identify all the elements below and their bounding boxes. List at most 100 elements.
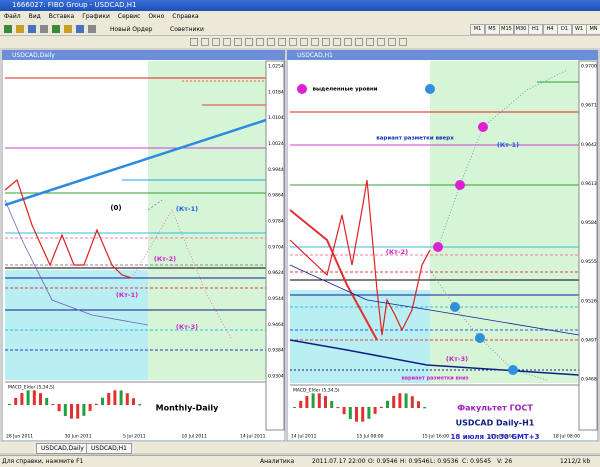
- macd-bar: [311, 393, 315, 408]
- tool-icon[interactable]: [300, 38, 308, 46]
- annotation: 18 июля 10:30 GMT+3: [451, 433, 540, 441]
- tool-icon[interactable]: [399, 38, 407, 46]
- menu-item[interactable]: Графики: [82, 13, 110, 20]
- macd-bar: [88, 404, 92, 411]
- menu-item[interactable]: Файл: [4, 13, 21, 20]
- tool-icon[interactable]: [333, 38, 341, 46]
- price-label: 0.9584: [581, 220, 597, 226]
- level-marker: [455, 180, 465, 190]
- tool-icon[interactable]: [52, 25, 60, 33]
- tool-icon[interactable]: [289, 38, 297, 46]
- indicator-label: MACD_Elder (5,34,5): [293, 388, 340, 394]
- tool-icon[interactable]: [344, 38, 352, 46]
- timeframe-button[interactable]: M1: [470, 24, 485, 35]
- macd-bar: [39, 393, 42, 405]
- menu-item[interactable]: Сервис: [117, 13, 141, 20]
- macd-bar: [336, 407, 340, 409]
- timeframe-button[interactable]: MN: [586, 24, 600, 35]
- macd-bar: [101, 397, 104, 405]
- menu-item[interactable]: Окно: [148, 13, 165, 20]
- macd-bar: [293, 407, 296, 408]
- target-zone: [148, 61, 266, 380]
- level-marker: [450, 302, 460, 312]
- tool-icon[interactable]: [40, 25, 48, 33]
- target-zone: [430, 61, 579, 383]
- menu-bar: Файл Вид Вставка Графики Сервис Окно Справка: [0, 11, 600, 22]
- price-line: [147, 199, 163, 211]
- tool-icon[interactable]: [245, 38, 253, 46]
- annotation: (Кт-3): [446, 355, 468, 363]
- price-label: 0.9526: [581, 298, 597, 304]
- menu-item[interactable]: Вставка: [48, 13, 75, 20]
- tool-icon[interactable]: [366, 38, 374, 46]
- timeframe-button[interactable]: M15: [499, 24, 514, 35]
- price-label: 0.9544: [268, 296, 284, 302]
- tool-icon[interactable]: [322, 38, 330, 46]
- tool-icon[interactable]: [278, 38, 286, 46]
- macd-bar: [32, 390, 36, 405]
- macd-bar: [355, 407, 358, 422]
- support-zone: [5, 270, 148, 380]
- macd-bar: [51, 404, 55, 406]
- status-bar: Для справки, нажмите F1 Аналитика 2011.07.…: [0, 455, 600, 467]
- tool-icon[interactable]: [88, 25, 96, 33]
- tool-icon[interactable]: [311, 38, 319, 46]
- annotation: вариант разметки вниз: [402, 376, 469, 382]
- toolbar: Новый Ордер Советники M1 M5 M15 M30 H1 H4 D1 W1…: [0, 22, 600, 36]
- macd-bar: [94, 403, 98, 405]
- timeframe-button[interactable]: D1: [557, 24, 572, 35]
- chart-tab[interactable]: USDCAD,Daily: [36, 443, 89, 454]
- tool-icon[interactable]: [256, 38, 264, 46]
- tool-icon[interactable]: [267, 38, 275, 46]
- support-zone: [290, 290, 430, 383]
- price-line: [289, 264, 580, 336]
- menu-item[interactable]: Вид: [28, 13, 41, 20]
- tool-icon[interactable]: [355, 38, 363, 46]
- tool-icon[interactable]: [201, 38, 209, 46]
- timeframe-button[interactable]: M5: [484, 24, 500, 35]
- tool-icon[interactable]: [377, 38, 385, 46]
- experts-button[interactable]: Советники: [170, 26, 204, 33]
- macd-bar: [45, 398, 49, 405]
- new-order-button[interactable]: Новый Ордер: [110, 26, 153, 33]
- date-label: 14 Jul 2011: [240, 434, 266, 440]
- tool-icon[interactable]: [212, 38, 220, 46]
- level-marker: [475, 333, 485, 343]
- tool-icon[interactable]: [28, 25, 36, 33]
- tool-icon[interactable]: [234, 38, 242, 46]
- status-field: L: 0.9536: [430, 458, 459, 465]
- drawing-toolbar: [0, 36, 600, 48]
- annotation: вариант разметки вверх: [376, 136, 454, 142]
- chart-tab[interactable]: USDCAD,H1: [86, 443, 132, 454]
- price-label: 1.0254: [268, 64, 284, 70]
- macd-bar: [132, 398, 135, 405]
- date-label: 18 Jul 08:00: [553, 434, 580, 440]
- macd-bar: [386, 400, 389, 408]
- tool-icon[interactable]: [388, 38, 396, 46]
- tool-icon[interactable]: [190, 38, 198, 46]
- price-label: 1.0104: [268, 115, 284, 121]
- window-title: USDCAD,H1: [297, 52, 333, 59]
- timeframe-button[interactable]: H4: [542, 24, 558, 35]
- tool-icon[interactable]: [4, 25, 12, 33]
- indicator-label: MACD_Elder (5,34,5): [8, 385, 55, 391]
- price-label: 0.9864: [268, 193, 284, 199]
- price-label: 0.9613: [581, 181, 597, 187]
- date-label: 5 Jul 2011: [123, 434, 146, 440]
- tool-icon[interactable]: [16, 25, 24, 33]
- timeframe-button[interactable]: H1: [528, 24, 543, 35]
- annotation: Факультет ГОСТ: [457, 404, 533, 413]
- tool-icon[interactable]: [64, 25, 72, 33]
- menu-item[interactable]: Справка: [172, 13, 199, 20]
- level-marker: [425, 84, 435, 94]
- timeframe-button[interactable]: M30: [513, 24, 529, 35]
- date-label: 14 Jul 2011: [291, 434, 317, 440]
- price-axis: [265, 60, 285, 431]
- tool-icon[interactable]: [223, 38, 231, 46]
- price-label: 0.9497: [581, 337, 597, 343]
- macd-bar: [379, 406, 383, 408]
- timeframe-button[interactable]: W1: [571, 24, 587, 35]
- status-field: V: 26: [497, 458, 513, 465]
- tool-icon[interactable]: [76, 25, 84, 33]
- macd-bar: [20, 393, 24, 405]
